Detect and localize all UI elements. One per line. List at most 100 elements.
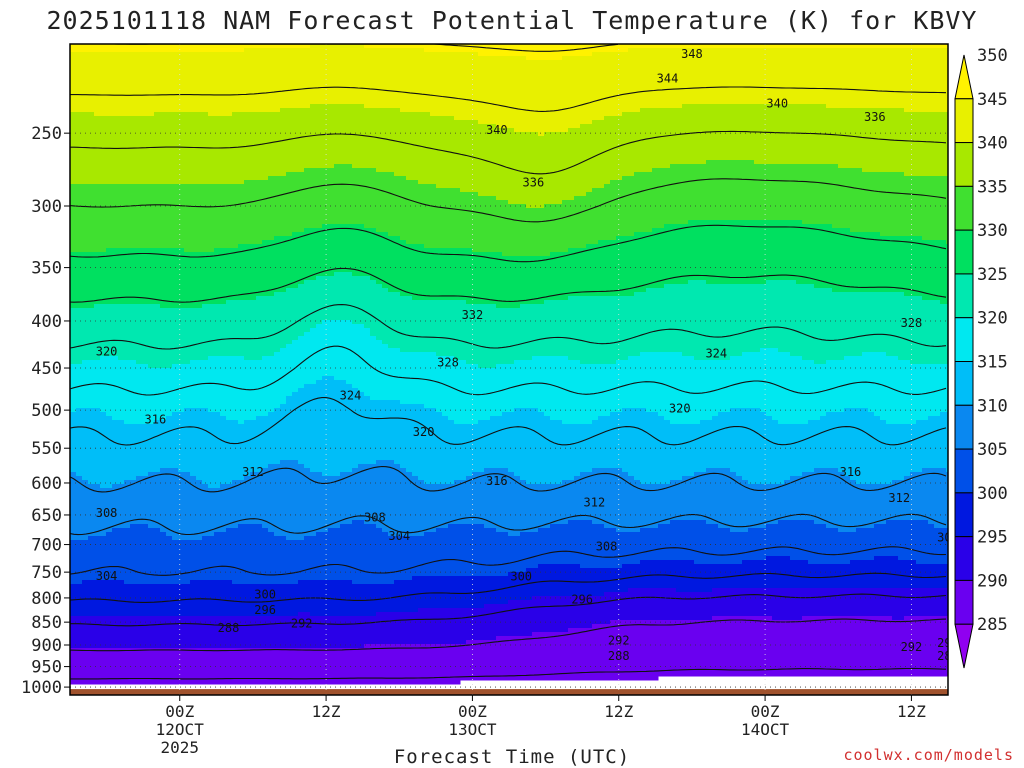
color-cell: [454, 188, 461, 249]
color-cell: [238, 184, 245, 245]
colorbar-label: 350: [977, 46, 1008, 66]
color-cell: [574, 248, 581, 297]
color-cell: [226, 44, 233, 53]
color-cell: [802, 284, 809, 361]
color-cell: [814, 420, 821, 469]
color-cell: [538, 564, 545, 597]
color-cell: [616, 412, 623, 469]
color-cell: [364, 464, 371, 525]
color-cell: [580, 424, 587, 473]
color-cell: [136, 44, 143, 53]
color-cell: [70, 412, 77, 473]
x-tick-label: 12OCT: [156, 720, 205, 739]
color-cell: [916, 48, 923, 113]
color-cell: [526, 360, 533, 409]
color-cell: [118, 484, 125, 529]
color-cell: [214, 248, 221, 305]
color-cell: [136, 184, 143, 249]
color-cell: [760, 104, 767, 165]
color-cell: [184, 44, 191, 53]
color-cell: [754, 164, 761, 221]
color-cell: [544, 528, 551, 565]
color-cell: [262, 240, 269, 297]
color-cell: [808, 360, 815, 421]
color-cell: [658, 108, 665, 169]
color-cell: [922, 616, 929, 677]
color-cell: [844, 616, 851, 677]
color-cell: [334, 224, 341, 273]
color-cell: [886, 616, 893, 677]
color-cell: [280, 460, 287, 537]
color-cell: [640, 352, 647, 409]
color-cell: [478, 56, 485, 125]
color-cell: [172, 112, 179, 185]
color-cell: [226, 116, 233, 185]
y-tick-label: 300: [31, 197, 62, 217]
color-cell: [448, 44, 455, 53]
contour-label-300: 300: [254, 587, 276, 601]
color-cell: [946, 412, 948, 473]
color-cell: [568, 520, 575, 565]
color-cell: [874, 48, 881, 109]
color-cell: [586, 296, 593, 365]
color-cell: [298, 172, 305, 233]
color-cell: [190, 44, 197, 53]
color-cell: [76, 308, 83, 365]
color-cell: [538, 136, 545, 209]
color-cell: [394, 400, 401, 465]
color-cell: [550, 632, 557, 681]
color-cell: [88, 252, 95, 309]
color-cell: [760, 348, 767, 413]
color-cell: [220, 616, 227, 649]
color-cell: [748, 44, 755, 49]
color-cell: [742, 104, 749, 161]
color-cell: [856, 168, 863, 233]
color-cell: [490, 304, 497, 369]
color-cell: [628, 532, 635, 565]
color-cell: [322, 376, 329, 477]
color-cell: [388, 236, 395, 293]
color-cell: [406, 404, 413, 473]
color-cell: [466, 640, 473, 681]
color-cell: [826, 224, 833, 289]
color-cell: [484, 124, 491, 197]
color-cell: [796, 476, 803, 521]
color-cell: [124, 44, 131, 53]
color-cell: [268, 464, 275, 533]
color-cell: [298, 336, 305, 389]
color-cell: [910, 48, 917, 113]
color-cell: [322, 168, 329, 225]
color-cell: [160, 616, 167, 649]
color-cell: [616, 236, 623, 297]
color-cell: [862, 108, 869, 173]
contour-label-320: 320: [986, 419, 1008, 433]
color-cell: [538, 256, 545, 305]
color-cell: [688, 620, 695, 677]
color-cell: [118, 304, 125, 361]
color-cell: [922, 300, 929, 365]
color-cell: [940, 112, 947, 177]
color-cell: [232, 44, 239, 53]
color-cell: [478, 608, 485, 641]
color-cell: [100, 536, 107, 581]
color-cell: [304, 280, 311, 333]
color-cell: [922, 44, 929, 49]
color-cell: [148, 368, 155, 425]
color-cell: [604, 184, 611, 241]
color-cell: [802, 560, 809, 589]
color-cell: [334, 476, 341, 529]
color-cell: [250, 48, 257, 113]
color-cell: [712, 360, 719, 417]
contour-label-text: 320: [413, 425, 435, 439]
color-cell: [328, 376, 335, 477]
color-cell: [694, 280, 701, 361]
colorbar-label: 310: [977, 396, 1008, 416]
color-cell: [922, 468, 929, 521]
color-cell: [184, 540, 191, 585]
color-cell: [652, 620, 659, 681]
contour-label-312: 312: [888, 491, 910, 505]
color-cell: [442, 528, 449, 577]
color-cell: [130, 616, 137, 649]
color-cell: [238, 524, 245, 585]
